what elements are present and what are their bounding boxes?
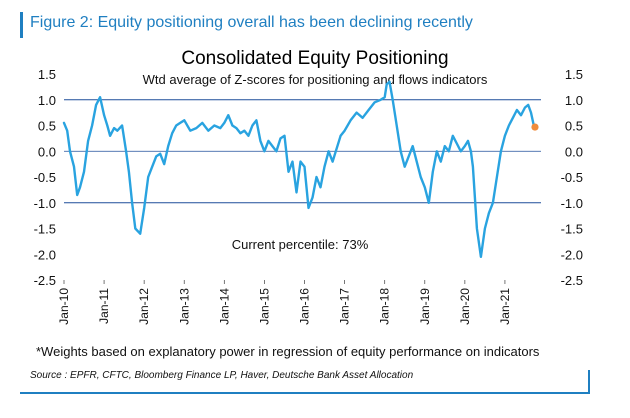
x-tick-label: Jan-21 <box>498 288 512 325</box>
figure-frame-corner <box>588 370 590 394</box>
y-tick-label-right: 0.0 <box>565 144 583 159</box>
y-tick-label-left: 0.5 <box>38 119 56 134</box>
y-axis-left: 1.5 1.0 0.5 0.0 -0.5 -1.0 -1.5 -2.0 -2.5 <box>34 67 56 288</box>
y-tick-label-left: -1.0 <box>34 196 56 211</box>
x-tick-label: Jan-19 <box>418 288 432 325</box>
x-tick-label: Jan-11 <box>97 288 111 324</box>
chart-subtitle: Wtd average of Z-scores for positioning … <box>142 72 488 87</box>
x-tick-label: Jan-20 <box>458 288 472 325</box>
y-tick-label-right: 1.0 <box>565 93 583 108</box>
y-tick-label-right: -1.0 <box>561 196 583 211</box>
x-tick-label: Jan-18 <box>378 288 392 325</box>
y-tick-label-left: -1.5 <box>34 222 56 237</box>
figure-title-accent-bar <box>20 12 23 38</box>
y-tick-label-left: -2.5 <box>34 273 56 288</box>
series-group <box>62 80 539 258</box>
figure-title: Figure 2: Equity positioning overall has… <box>30 14 473 31</box>
source-note: Source : EPFR, CFTC, Bloomberg Finance L… <box>30 370 414 381</box>
current-percentile-annotation: Current percentile: 73% <box>232 237 369 252</box>
x-tick-label: Jan-17 <box>338 288 352 325</box>
series-line <box>62 80 535 258</box>
y-tick-label-right: -2.0 <box>561 247 583 262</box>
y-tick-label-right: -1.5 <box>561 222 583 237</box>
x-tick-label: Jan-10 <box>57 288 71 325</box>
y-tick-label-right: 0.5 <box>565 119 583 134</box>
x-tick-label: Jan-12 <box>137 288 151 325</box>
y-tick-label-left: 1.5 <box>38 67 56 82</box>
y-tick-label-left: 0.0 <box>38 144 56 159</box>
x-tick-label: Jan-16 <box>298 288 312 325</box>
y-tick-label-right: 1.5 <box>565 67 583 82</box>
y-tick-label-left: 1.0 <box>38 93 56 108</box>
figure-bottom-rule <box>20 392 590 394</box>
y-tick-label-right: -2.5 <box>561 273 583 288</box>
latest-value-marker <box>531 123 539 131</box>
y-tick-label-right: -0.5 <box>561 170 583 185</box>
x-axis: Jan-10 Jan-11 Jan-12 Jan-13 Jan-14 Jan-15 Jan-… <box>57 280 512 325</box>
y-tick-label-left: -0.5 <box>34 170 56 185</box>
chart-title: Consolidated Equity Positioning <box>181 48 449 69</box>
x-tick-label: Jan-14 <box>217 288 231 325</box>
reference-lines <box>64 99 541 204</box>
x-tick-label: Jan-15 <box>257 288 271 325</box>
x-tick-label: Jan-13 <box>177 288 191 325</box>
y-axis-right: 1.5 1.0 0.5 0.0 -0.5 -1.0 -1.5 -2.0 -2.5 <box>561 67 583 288</box>
footnote: *Weights based on explanatory power in r… <box>36 344 540 359</box>
y-tick-label-left: -2.0 <box>34 247 56 262</box>
